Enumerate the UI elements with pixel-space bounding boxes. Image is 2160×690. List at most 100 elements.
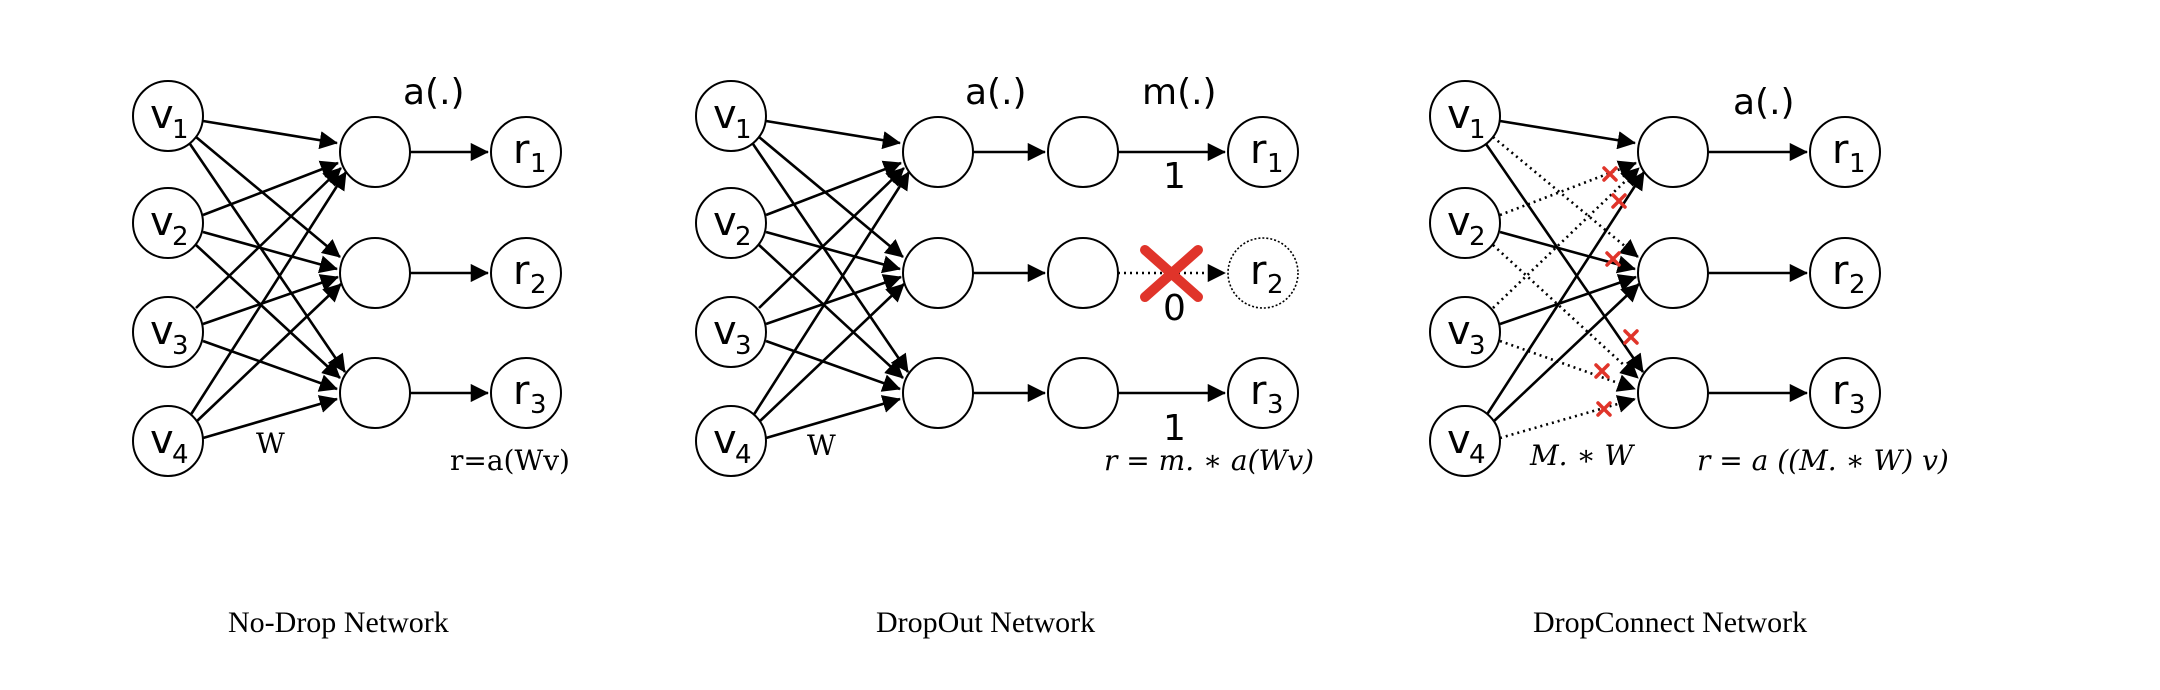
hidden-node xyxy=(340,238,410,308)
input-label: v xyxy=(150,308,174,354)
hidden-node xyxy=(340,358,410,428)
input-label: v xyxy=(713,92,737,138)
input-subscript: 2 xyxy=(172,222,189,252)
input-node-v4: v 4 xyxy=(1430,406,1500,476)
dropped-edge xyxy=(1493,168,1639,308)
input-subscript: 2 xyxy=(1469,222,1486,252)
hidden-node xyxy=(1638,358,1708,428)
hidden-node xyxy=(1638,117,1708,187)
output-subscript: 3 xyxy=(1849,390,1866,420)
output-subscript: 3 xyxy=(1267,390,1284,420)
input-node-v4: v 4 xyxy=(133,406,203,476)
input-node-v3: v 3 xyxy=(1430,297,1500,367)
input-subscript: 3 xyxy=(1469,331,1486,361)
output-node-r3: r 3 xyxy=(491,358,561,428)
input-node-v3: v 3 xyxy=(696,297,766,367)
input-node-v2: v 2 xyxy=(696,188,766,258)
activation-label: a(.) xyxy=(965,72,1027,113)
output-subscript: 2 xyxy=(1267,270,1284,300)
input-subscript: 1 xyxy=(735,115,752,145)
input-node-v2: v 2 xyxy=(133,188,203,258)
activation-label: a(.) xyxy=(1733,82,1795,123)
input-node-v3: v 3 xyxy=(133,297,203,367)
hidden-node xyxy=(903,358,973,428)
hidden-node xyxy=(903,238,973,308)
input-node-v1: v 1 xyxy=(133,81,203,151)
weight-label: M. ∗ W xyxy=(1529,439,1635,472)
input-label: v xyxy=(150,417,174,463)
mask-value: 1 xyxy=(1163,156,1186,197)
input-label: v xyxy=(1447,199,1471,245)
edge xyxy=(753,144,908,372)
edge xyxy=(1486,144,1643,372)
input-subscript: 1 xyxy=(1469,115,1486,145)
output-label: r xyxy=(1832,368,1849,414)
caption: DropOut Network xyxy=(876,606,1095,639)
output-label: r xyxy=(1250,127,1267,173)
output-label: r xyxy=(513,127,530,173)
output-subscript: 2 xyxy=(1849,270,1866,300)
dropped-edge xyxy=(1500,399,1635,438)
activation-label: a(.) xyxy=(403,72,465,113)
mask-value: 0 xyxy=(1163,288,1186,329)
edge xyxy=(1486,172,1644,416)
edge xyxy=(766,121,900,143)
input-label: v xyxy=(713,417,737,463)
edge xyxy=(203,121,337,143)
output-node-r1: r 1 xyxy=(491,117,561,187)
output-node-r2-dropped: r 2 xyxy=(1228,238,1298,308)
output-node-r2: r 2 xyxy=(1810,238,1880,308)
input-node-v1: v 1 xyxy=(696,81,766,151)
edge xyxy=(1493,284,1639,422)
output-subscript: 3 xyxy=(530,390,547,420)
edge xyxy=(196,284,341,422)
edge xyxy=(753,172,909,416)
edge xyxy=(203,277,338,324)
mask-label: m(.) xyxy=(1142,72,1217,113)
input-label: v xyxy=(713,199,737,245)
caption: DropConnect Network xyxy=(1533,606,1807,639)
mask-node xyxy=(1048,358,1118,428)
output-subscript: 2 xyxy=(530,270,547,300)
formula: r = m. ∗ a(Wv) xyxy=(1104,444,1314,477)
hidden-node xyxy=(903,117,973,187)
output-node-r1: r 1 xyxy=(1228,117,1298,187)
edges-nodrop xyxy=(190,121,488,438)
output-label: r xyxy=(1832,248,1849,294)
edge xyxy=(190,172,346,416)
input-label: v xyxy=(150,92,174,138)
weight-label: W xyxy=(807,429,836,462)
hidden-node xyxy=(340,117,410,187)
input-label: v xyxy=(1447,308,1471,354)
edge xyxy=(766,277,901,324)
edge xyxy=(190,144,345,372)
input-subscript: 4 xyxy=(735,440,752,470)
output-label: r xyxy=(1250,248,1267,294)
drop-mark-icon xyxy=(1604,168,1616,180)
mask-node xyxy=(1048,117,1118,187)
input-label: v xyxy=(150,199,174,245)
output-node-r2: r 2 xyxy=(491,238,561,308)
edge xyxy=(759,284,904,422)
input-node-v4: v 4 xyxy=(696,406,766,476)
output-label: r xyxy=(1250,368,1267,414)
drop-mark-icon xyxy=(1613,195,1625,207)
input-label: v xyxy=(1447,92,1471,138)
input-subscript: 1 xyxy=(172,115,189,145)
input-subscript: 4 xyxy=(172,440,189,470)
input-subscript: 2 xyxy=(735,222,752,252)
output-label: r xyxy=(513,368,530,414)
caption: No-Drop Network xyxy=(228,606,449,639)
mask-value: 1 xyxy=(1163,408,1186,449)
output-subscript: 1 xyxy=(530,149,547,179)
input-node-v2: v 2 xyxy=(1430,188,1500,258)
formula: r=a(Wv) xyxy=(450,444,570,477)
output-subscript: 1 xyxy=(1267,149,1284,179)
input-subscript: 4 xyxy=(1469,440,1486,470)
edges-dropout xyxy=(753,121,1225,438)
drop-mark-icon xyxy=(1596,365,1608,377)
drop-mark-icon xyxy=(1625,331,1637,343)
input-node-v1: v 1 xyxy=(1430,81,1500,151)
input-label: v xyxy=(713,308,737,354)
